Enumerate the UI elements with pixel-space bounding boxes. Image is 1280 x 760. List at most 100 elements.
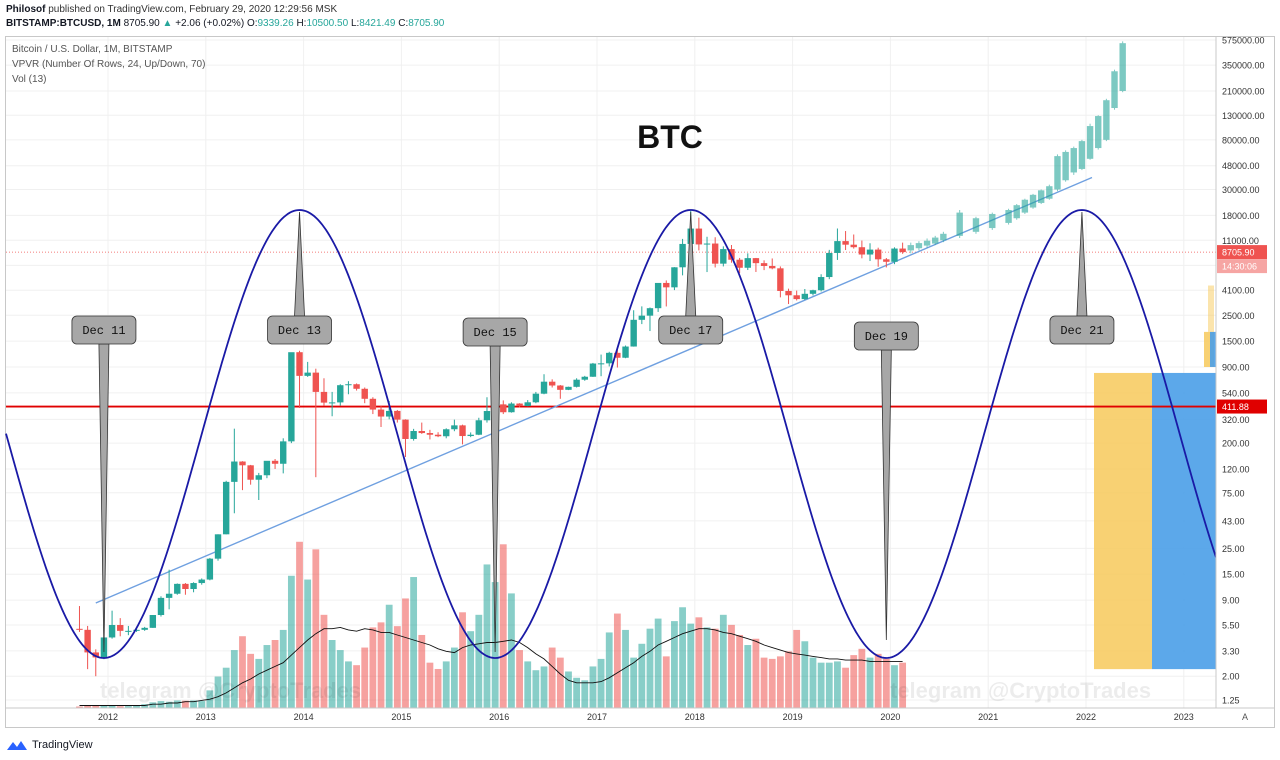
- price-tick-label: 4100.00: [1222, 286, 1255, 296]
- price-tick-label: 900.00: [1222, 362, 1250, 372]
- candle: [198, 578, 205, 585]
- time-tick-label: 2015: [391, 712, 411, 722]
- callout-dec-13[interactable]: Dec 13: [267, 211, 332, 345]
- projected-candle: [940, 231, 947, 243]
- candle-body: [361, 388, 368, 399]
- volume-bar: [703, 627, 711, 708]
- chart-frame[interactable]: [5, 36, 1275, 728]
- candle: [899, 242, 906, 254]
- candle-body: [1021, 199, 1029, 213]
- candle-body: [451, 425, 458, 430]
- volume-bar: [516, 650, 523, 708]
- candle: [720, 246, 727, 267]
- tradingview-footer[interactable]: TradingView: [6, 738, 93, 752]
- symbol-label[interactable]: BITSTAMP:BTCUSD, 1M: [6, 18, 121, 29]
- candle: [540, 374, 548, 395]
- volume-bar: [198, 701, 206, 708]
- candle-body: [149, 615, 157, 628]
- candle-body: [280, 441, 287, 464]
- volume-bar: [100, 705, 108, 708]
- candle: [288, 352, 295, 444]
- candle-body: [801, 293, 809, 300]
- volume-bar: [752, 638, 760, 708]
- callout-box: [267, 315, 332, 345]
- candle: [679, 238, 686, 276]
- projected-candle: [915, 241, 923, 251]
- time-tick-label: 2017: [587, 712, 607, 722]
- candle-body: [320, 391, 328, 403]
- candle: [76, 606, 83, 632]
- candle: [182, 583, 189, 595]
- volume-bar: [92, 705, 100, 708]
- time-tick-label: 2020: [880, 712, 900, 722]
- volume-bar: [548, 647, 556, 708]
- price-label-text: 8705.90: [1222, 248, 1255, 258]
- projected-candle: [1119, 41, 1126, 93]
- candle: [883, 257, 890, 268]
- price-tick-label: 200.00: [1222, 439, 1250, 449]
- candle-body: [769, 265, 776, 269]
- candle: [736, 257, 743, 274]
- volume-bar: [597, 658, 605, 708]
- volume-bar: [825, 662, 833, 708]
- callout-dec-21[interactable]: Dec 21: [1049, 211, 1115, 345]
- candle: [842, 231, 849, 251]
- candle: [402, 419, 409, 457]
- series-title[interactable]: Bitcoin / U.S. Dollar, 1M, BITSTAMP: [12, 44, 173, 55]
- candle-body: [720, 249, 727, 264]
- callout-dec-19[interactable]: Dec 19: [853, 321, 919, 641]
- candle: [117, 618, 124, 637]
- candle: [434, 432, 442, 438]
- callout-dec-15[interactable]: Dec 15: [462, 317, 528, 653]
- vpvr-legend[interactable]: VPVR (Number Of Rows, 24, Up/Down, 70): [12, 59, 206, 70]
- auto-scale-button[interactable]: A: [1242, 712, 1248, 722]
- candle-body: [353, 384, 360, 389]
- candle-body: [646, 308, 654, 316]
- volume-bar: [801, 641, 809, 708]
- volume-bar: [141, 704, 149, 708]
- price-tick-label: 30000.00: [1222, 185, 1260, 195]
- candle: [589, 362, 597, 377]
- callout-label: Dec 17: [669, 324, 712, 338]
- projected-candle: [972, 216, 980, 234]
- candle: [206, 557, 214, 581]
- volume-bar: [605, 632, 613, 708]
- candle: [532, 391, 540, 404]
- candle-body: [231, 461, 238, 482]
- candle-body: [288, 352, 295, 442]
- volume-legend[interactable]: Vol (13): [12, 74, 47, 85]
- candle-body: [671, 267, 678, 288]
- time-tick-label: 2012: [98, 712, 118, 722]
- candle-body: [467, 434, 474, 437]
- volume-bar: [336, 650, 344, 708]
- candle: [174, 583, 181, 595]
- candle-body: [410, 431, 417, 439]
- price-tick-label: 210000.00: [1222, 86, 1265, 96]
- candle-body: [190, 583, 197, 590]
- volume-bar: [312, 549, 320, 708]
- volume-bar: [296, 541, 303, 708]
- volume-bar: [711, 628, 719, 708]
- callout-dec-11[interactable]: Dec 11: [71, 315, 137, 653]
- candle: [858, 240, 866, 259]
- candle-body: [255, 475, 262, 480]
- callout-dec-17[interactable]: Dec 17: [658, 211, 724, 345]
- volume-bar: [467, 631, 475, 708]
- candle-body: [1029, 194, 1037, 208]
- projected-candle: [923, 238, 931, 248]
- candle-body: [915, 243, 923, 249]
- candle: [475, 417, 483, 436]
- volume-bar: [361, 647, 369, 708]
- candle: [711, 237, 719, 268]
- volume-bar: [459, 612, 466, 708]
- candle: [328, 391, 336, 417]
- ohlc-line: BITSTAMP:BTCUSD, 1M 8705.90 ▲ +2.06 (+0.…: [6, 18, 444, 29]
- candle: [165, 569, 173, 610]
- author-name[interactable]: Philosof: [6, 4, 46, 15]
- candle: [149, 615, 157, 628]
- candle-body: [736, 259, 743, 268]
- volume-bar: [817, 662, 825, 708]
- candle-body: [222, 481, 230, 535]
- candle-body: [206, 558, 214, 580]
